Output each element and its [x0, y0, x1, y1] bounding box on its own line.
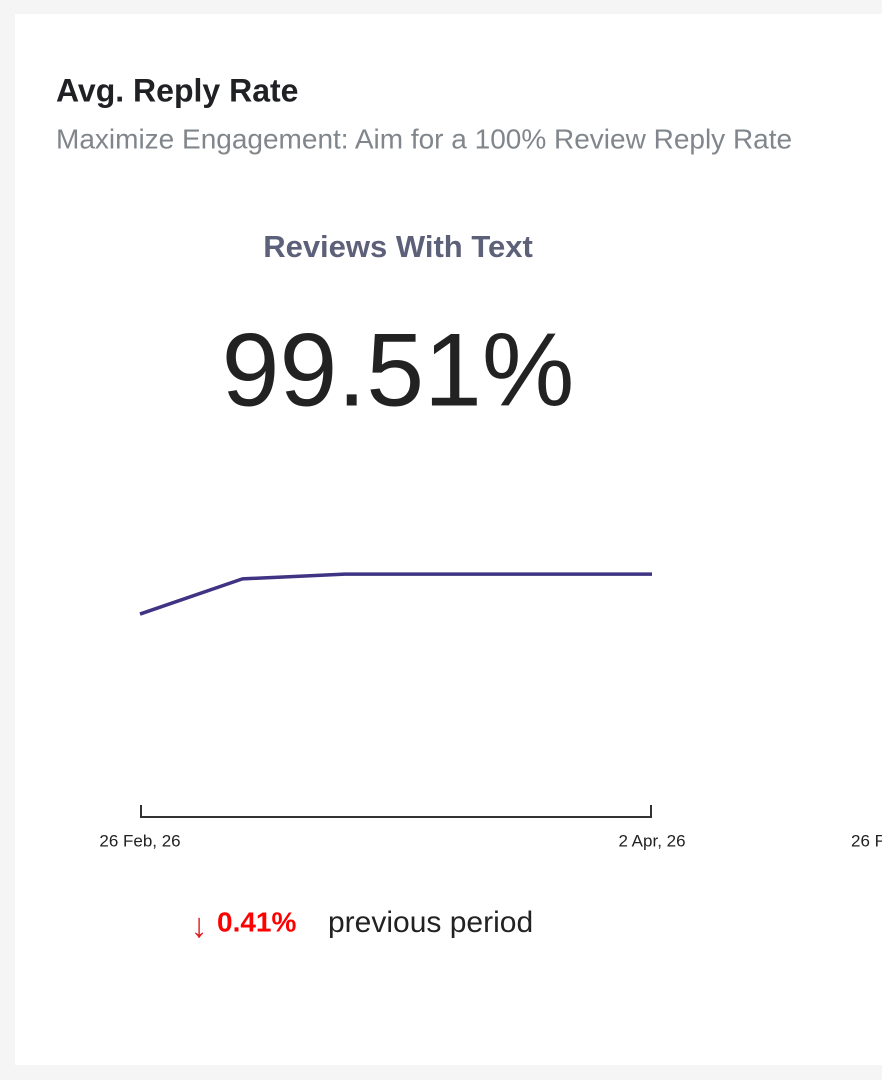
down-arrow-icon: ↓ — [191, 907, 208, 945]
kpi-label: Reviews With Text — [263, 229, 533, 264]
next-card-axis-label: 26 F — [851, 831, 882, 850]
kpi-change-label: previous period — [328, 906, 533, 939]
kpi-change: 0.41% — [217, 906, 296, 937]
sparkline — [139, 572, 652, 616]
x-tick-label: 26 Feb, 26 — [99, 831, 180, 850]
card-title: Avg. Reply Rate — [56, 72, 298, 108]
kpi-value: 99.51% — [222, 312, 575, 428]
card-subtitle: Maximize Engagement: Aim for a 100% Revi… — [56, 123, 792, 154]
card — [15, 14, 882, 1065]
x-axis — [140, 805, 652, 818]
x-tick-label: 2 Apr, 26 — [618, 831, 685, 850]
